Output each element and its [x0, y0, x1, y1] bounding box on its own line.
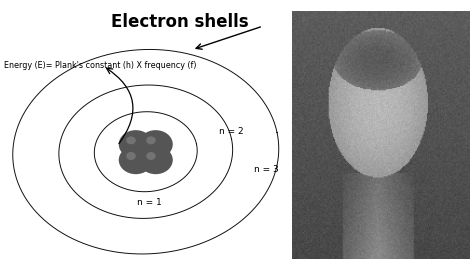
Circle shape	[146, 152, 155, 160]
Circle shape	[127, 152, 150, 172]
Circle shape	[126, 152, 136, 160]
Circle shape	[146, 136, 155, 144]
Circle shape	[146, 152, 170, 172]
Circle shape	[138, 146, 173, 174]
Circle shape	[127, 136, 150, 156]
Text: Energy (E)= Plank's constant (h) X frequency (f): Energy (E)= Plank's constant (h) X frequ…	[4, 61, 196, 70]
Text: Electron shells: Electron shells	[111, 13, 249, 31]
Circle shape	[126, 136, 136, 144]
Text: n = 1: n = 1	[137, 198, 162, 207]
Text: n = 2: n = 2	[219, 127, 243, 136]
Circle shape	[118, 130, 153, 159]
Circle shape	[118, 146, 153, 174]
Circle shape	[146, 136, 170, 156]
Circle shape	[138, 130, 173, 159]
Text: n = 3: n = 3	[254, 165, 279, 174]
